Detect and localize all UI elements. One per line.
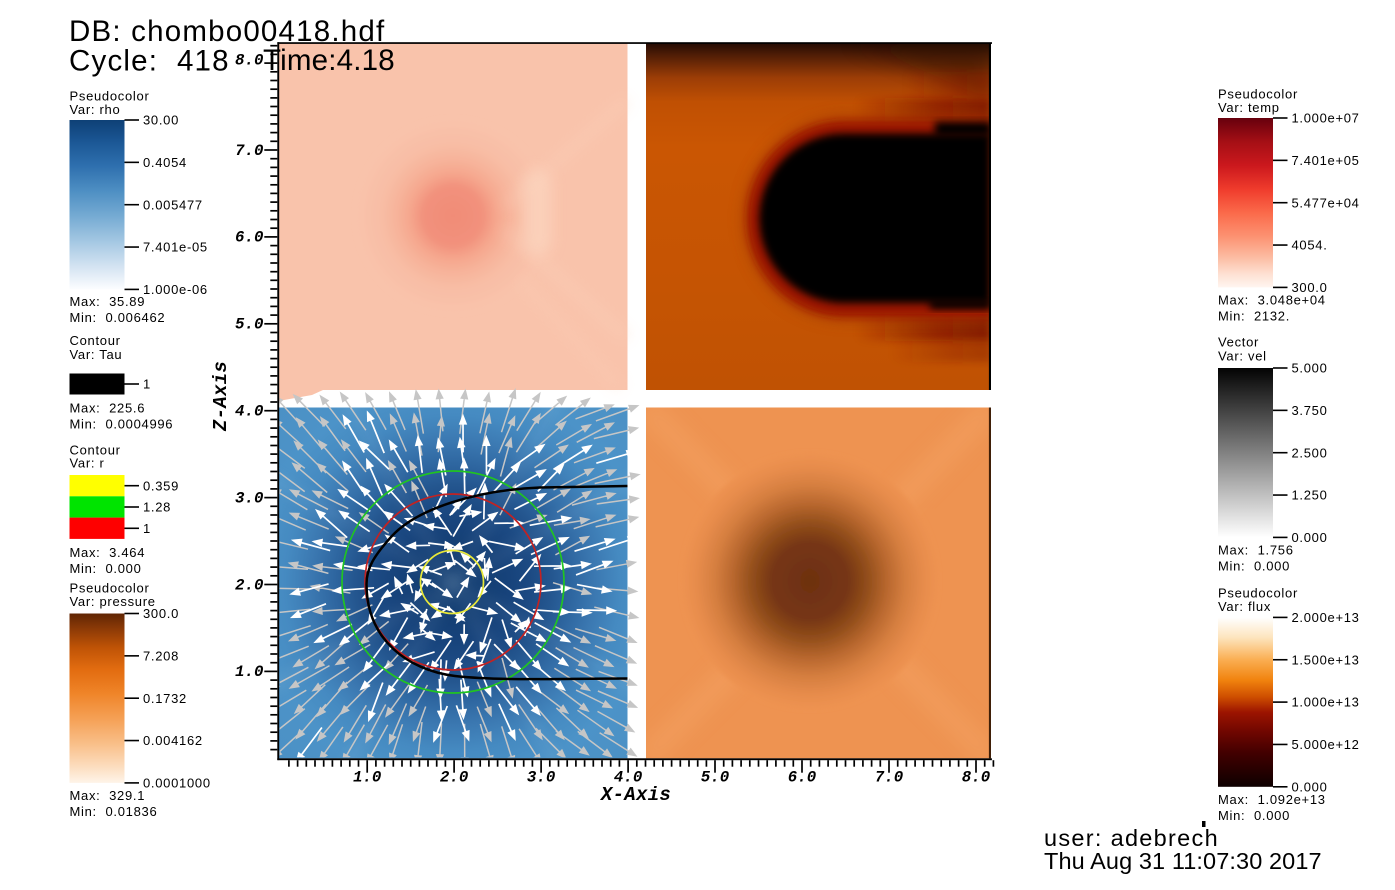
svg-text:Cycle: 418: Cycle: 418 <box>69 45 230 78</box>
svg-text:6.0: 6.0 <box>788 769 817 787</box>
svg-text:Z-Axis: Z-Axis <box>210 361 232 432</box>
svg-text:2.0: 2.0 <box>440 769 469 787</box>
svg-text:Max: 3.464: Max: 3.464 <box>70 545 146 560</box>
svg-text:0.000: 0.000 <box>1292 530 1328 545</box>
svg-text:Var: r: Var: r <box>70 456 105 471</box>
svg-text:Max: 1.756: Max: 1.756 <box>1218 543 1294 558</box>
svg-text:2.0: 2.0 <box>235 576 264 594</box>
svg-text:5.000e+12: 5.000e+12 <box>1292 737 1360 752</box>
svg-text:3.0: 3.0 <box>235 489 264 507</box>
svg-text:1.250: 1.250 <box>1292 488 1328 503</box>
svg-text:3.0: 3.0 <box>527 769 556 787</box>
svg-text:Max: 35.89: Max: 35.89 <box>70 294 146 309</box>
svg-text:Pseudocolor: Pseudocolor <box>1218 586 1298 601</box>
svg-text:4054.: 4054. <box>1292 238 1328 253</box>
svg-text:8.0: 8.0 <box>235 52 264 70</box>
svg-text:0.1732: 0.1732 <box>143 691 187 706</box>
svg-text:Max: 225.6: Max: 225.6 <box>70 401 146 416</box>
svg-text:8.0: 8.0 <box>962 769 991 787</box>
svg-text:30.00: 30.00 <box>143 113 179 128</box>
svg-text:7.0: 7.0 <box>875 769 904 787</box>
svg-text:1: 1 <box>143 521 151 536</box>
svg-text:1.500e+13: 1.500e+13 <box>1292 652 1360 667</box>
svg-text:1.000e+07: 1.000e+07 <box>1292 111 1360 126</box>
svg-text:5.0: 5.0 <box>701 769 730 787</box>
svg-text:Max: 329.1: Max: 329.1 <box>70 788 146 803</box>
svg-text:Pseudocolor: Pseudocolor <box>1218 87 1298 102</box>
svg-text:1.28: 1.28 <box>143 500 171 515</box>
svg-text:2.500: 2.500 <box>1292 445 1328 460</box>
svg-text:5.000: 5.000 <box>1292 361 1328 376</box>
svg-text:Min: 0.006462: Min: 0.006462 <box>70 310 166 325</box>
svg-text:1.000e-06: 1.000e-06 <box>143 282 208 297</box>
svg-text:1.000e+13: 1.000e+13 <box>1292 695 1360 710</box>
svg-text:X-Axis: X-Axis <box>600 784 671 806</box>
svg-text:Thu Aug 31 11:07:30 2017: Thu Aug 31 11:07:30 2017 <box>1044 848 1322 874</box>
svg-text:Contour: Contour <box>70 443 121 458</box>
svg-text:Var: Tau: Var: Tau <box>70 347 123 362</box>
svg-text:Time:4.18: Time:4.18 <box>263 44 395 77</box>
svg-text:2.000e+13: 2.000e+13 <box>1292 610 1360 625</box>
svg-text:Min: 2132.: Min: 2132. <box>1218 309 1290 324</box>
svg-text:Var: rho: Var: rho <box>70 102 121 117</box>
svg-text:1.0: 1.0 <box>235 663 264 681</box>
svg-text:7.208: 7.208 <box>143 648 179 663</box>
svg-text:6.0: 6.0 <box>235 229 264 247</box>
svg-text:300.0: 300.0 <box>1292 280 1328 295</box>
svg-text:0.004162: 0.004162 <box>143 733 203 748</box>
svg-text:0.0001000: 0.0001000 <box>143 776 211 791</box>
svg-text:0.000: 0.000 <box>1292 779 1328 794</box>
svg-text:user: adebrech: user: adebrech <box>1044 825 1219 851</box>
svg-text:Max: 3.048e+04: Max: 3.048e+04 <box>1218 293 1326 308</box>
svg-text:Vector: Vector <box>1218 335 1259 350</box>
svg-text:3.750: 3.750 <box>1292 403 1328 418</box>
svg-text:Min: 0.01836: Min: 0.01836 <box>70 804 158 819</box>
svg-text:Contour: Contour <box>70 333 121 348</box>
svg-text:5.0: 5.0 <box>235 316 264 334</box>
svg-text:Min: 0.000: Min: 0.000 <box>1218 559 1290 574</box>
svg-text:Var: flux: Var: flux <box>1218 599 1271 614</box>
svg-text:Var: vel: Var: vel <box>1218 349 1267 364</box>
svg-text:7.0: 7.0 <box>235 142 264 160</box>
svg-text:DB: chombo00418.hdf: DB: chombo00418.hdf <box>69 15 385 48</box>
svg-text:4.0: 4.0 <box>235 403 264 421</box>
svg-text:1: 1 <box>143 377 151 392</box>
svg-text:Pseudocolor: Pseudocolor <box>70 89 150 104</box>
svg-text:4.0: 4.0 <box>614 769 643 787</box>
svg-text:5.477e+04: 5.477e+04 <box>1292 195 1360 210</box>
svg-text:0.005477: 0.005477 <box>143 197 203 212</box>
svg-text:Pseudocolor: Pseudocolor <box>70 581 150 596</box>
svg-text:Var: pressure: Var: pressure <box>70 594 156 609</box>
svg-text:0.359: 0.359 <box>143 478 179 493</box>
svg-text:7.401e+05: 7.401e+05 <box>1292 153 1360 168</box>
svg-text:1.0: 1.0 <box>353 769 382 787</box>
svg-text:Min: 0.000: Min: 0.000 <box>1218 808 1290 823</box>
svg-text:0.4054: 0.4054 <box>143 155 187 170</box>
svg-text:Min: 0.0004996: Min: 0.0004996 <box>70 417 174 432</box>
svg-text:7.401e-05: 7.401e-05 <box>143 240 208 255</box>
svg-text:Max: 1.092e+13: Max: 1.092e+13 <box>1218 792 1326 807</box>
svg-text:Var: temp: Var: temp <box>1218 100 1280 115</box>
svg-text:Min: 0.000: Min: 0.000 <box>70 561 142 576</box>
svg-text:300.0: 300.0 <box>143 606 179 621</box>
